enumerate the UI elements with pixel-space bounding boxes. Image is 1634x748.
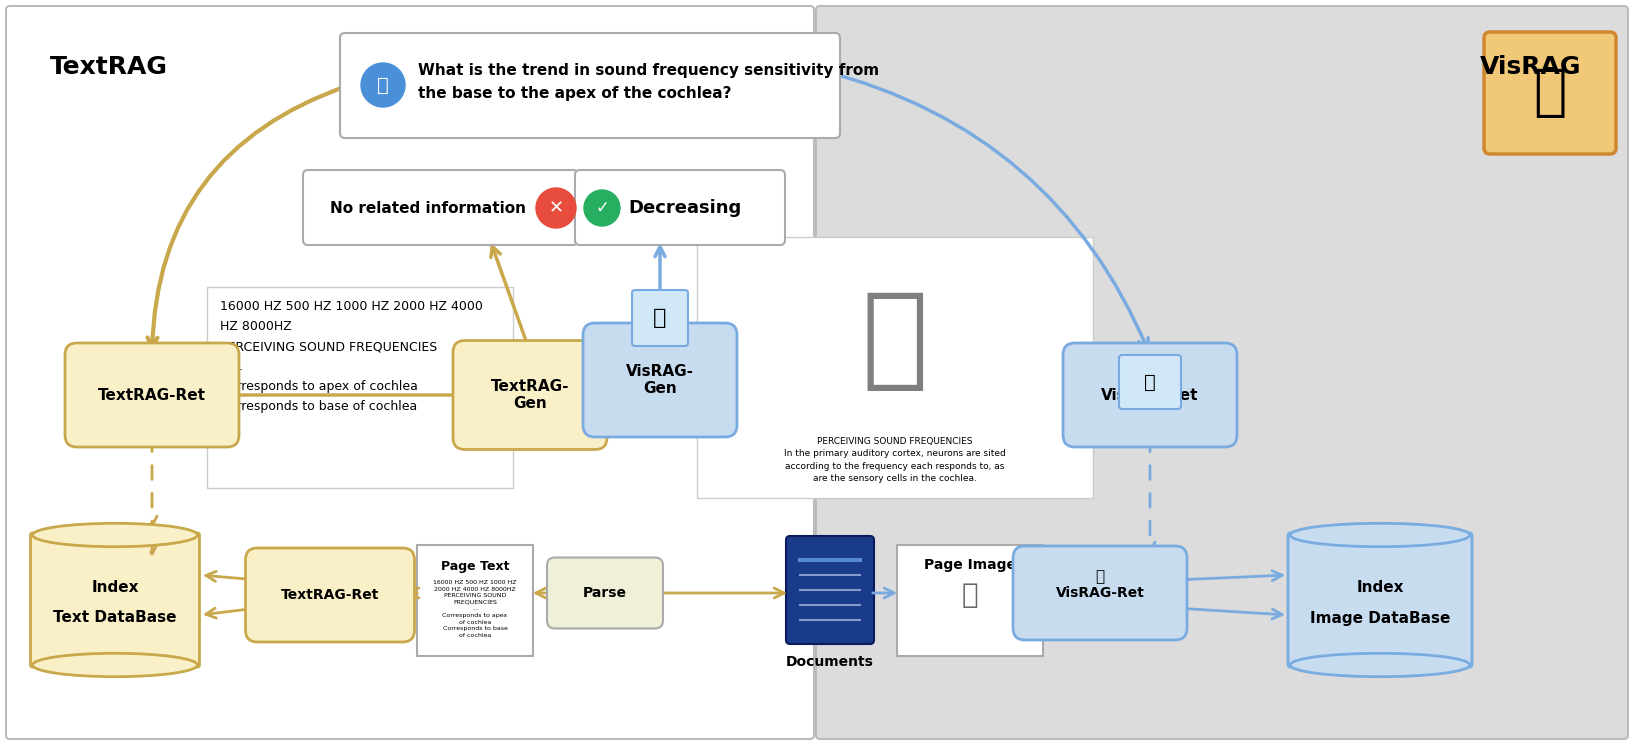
FancyBboxPatch shape [208,287,513,488]
Circle shape [361,63,405,107]
Text: TextRAG-Ret: TextRAG-Ret [281,588,379,602]
FancyBboxPatch shape [1119,355,1181,409]
FancyBboxPatch shape [417,545,533,656]
Text: Page Image: Page Image [923,558,1016,572]
Text: ✓: ✓ [595,199,609,217]
Text: 👁: 👁 [654,308,667,328]
FancyBboxPatch shape [815,6,1627,739]
Text: Image DataBase: Image DataBase [1310,610,1451,625]
FancyBboxPatch shape [575,170,784,245]
FancyBboxPatch shape [245,548,415,642]
Text: Index: Index [92,580,139,595]
FancyBboxPatch shape [65,343,239,447]
Text: Page Text: Page Text [441,560,510,573]
Circle shape [536,188,577,228]
Ellipse shape [33,524,198,547]
Text: VisRAG-
Gen: VisRAG- Gen [626,364,694,396]
Text: TextRAG-
Gen: TextRAG- Gen [490,378,569,411]
FancyBboxPatch shape [698,237,1093,498]
Text: 👁: 👁 [1533,66,1567,120]
FancyBboxPatch shape [786,536,874,644]
FancyBboxPatch shape [1288,533,1472,667]
Text: ✕: ✕ [549,199,564,217]
Text: VisRAG: VisRAG [1480,55,1582,79]
Text: No related information: No related information [330,200,526,215]
Text: 👁: 👁 [1144,373,1155,391]
Text: Text DataBase: Text DataBase [54,610,176,625]
Text: TextRAG: TextRAG [51,55,168,79]
Text: 16000 HZ 500 HZ 1000 HZ 2000 HZ 4000
HZ 8000HZ
PERCEIVING SOUND FREQUENCIES
....: 16000 HZ 500 HZ 1000 HZ 2000 HZ 4000 HZ … [221,300,484,413]
FancyBboxPatch shape [1013,546,1186,640]
Text: VisRAG-Ret: VisRAG-Ret [1056,586,1144,600]
FancyBboxPatch shape [897,545,1042,656]
FancyBboxPatch shape [340,33,840,138]
Ellipse shape [1289,653,1471,677]
FancyBboxPatch shape [302,170,578,245]
Text: 🔍: 🔍 [377,76,389,94]
FancyBboxPatch shape [1484,32,1616,154]
FancyBboxPatch shape [1064,343,1237,447]
FancyBboxPatch shape [632,290,688,346]
Text: 🧠: 🧠 [962,581,979,609]
Text: 🧠: 🧠 [861,286,928,393]
Text: Documents: Documents [786,655,874,669]
Ellipse shape [33,653,198,677]
Text: TextRAG-Ret: TextRAG-Ret [98,387,206,402]
FancyBboxPatch shape [547,557,663,628]
Text: Index: Index [1356,580,1404,595]
Text: Decreasing: Decreasing [627,199,742,217]
Circle shape [583,190,619,226]
Text: 👁: 👁 [1095,569,1105,584]
FancyBboxPatch shape [7,6,814,739]
FancyBboxPatch shape [453,340,606,450]
Text: VisRAG-Ret: VisRAG-Ret [1101,387,1199,402]
Ellipse shape [1289,524,1471,547]
Text: PERCEIVING SOUND FREQUENCIES
In the primary auditory cortex, neurons are sited
a: PERCEIVING SOUND FREQUENCIES In the prim… [784,437,1007,483]
FancyBboxPatch shape [583,323,737,437]
Text: What is the trend in sound frequency sensitivity from
the base to the apex of th: What is the trend in sound frequency sen… [418,64,879,100]
FancyBboxPatch shape [31,533,199,667]
Text: 16000 HZ 500 HZ 1000 HZ
2000 HZ 4000 HZ 8000HZ
PERCEIVING SOUND
FREQUENCIES
...
: 16000 HZ 500 HZ 1000 HZ 2000 HZ 4000 HZ … [433,580,516,638]
Text: Parse: Parse [583,586,627,600]
